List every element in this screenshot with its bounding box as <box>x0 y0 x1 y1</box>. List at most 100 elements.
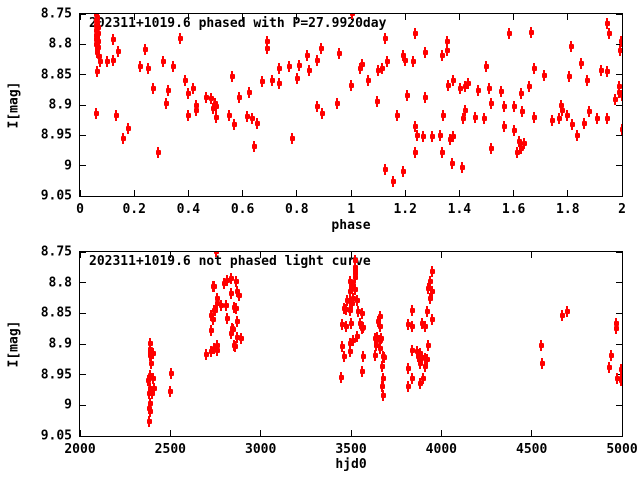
data-point <box>401 52 407 58</box>
data-point <box>414 349 420 355</box>
data-point <box>228 275 234 281</box>
y-tick-mark <box>616 251 622 253</box>
y-tick-mark <box>80 104 86 106</box>
data-point <box>244 113 250 119</box>
data-point <box>228 330 234 336</box>
data-point <box>152 386 158 392</box>
data-point <box>209 96 215 102</box>
x-tick-label: 5000 <box>606 442 638 457</box>
data-point <box>613 96 619 102</box>
error-bar <box>214 252 217 258</box>
data-point <box>147 386 153 392</box>
y-tick-mark <box>80 251 86 253</box>
data-point <box>290 135 296 141</box>
data-point <box>409 324 415 330</box>
x-tick-label: 2 <box>618 202 626 217</box>
data-point <box>409 307 415 313</box>
data-point <box>318 45 324 51</box>
data-point <box>121 135 127 141</box>
x-tick-mark <box>79 252 81 258</box>
axis-ticks-layer <box>79 13 623 197</box>
data-point <box>520 109 526 115</box>
data-point <box>343 324 349 330</box>
data-point <box>246 89 252 95</box>
y-tick-mark <box>80 134 86 136</box>
data-point <box>459 165 465 171</box>
y-tick-mark <box>616 374 622 376</box>
data-point <box>586 109 592 115</box>
y-tick-label: 9.05 <box>40 188 72 204</box>
x-tick-mark <box>133 190 135 196</box>
data-point <box>212 346 218 352</box>
data-point <box>607 364 613 370</box>
data-point <box>351 337 357 343</box>
data-point <box>361 354 367 360</box>
data-point <box>511 127 517 133</box>
y-tick-mark <box>616 13 622 15</box>
y-tick-mark <box>616 312 622 314</box>
data-point <box>347 307 353 313</box>
data-point <box>115 49 121 54</box>
data-point <box>236 94 242 100</box>
x-tick-mark <box>296 190 298 196</box>
data-point <box>384 59 390 65</box>
data-point <box>145 377 151 383</box>
data-point <box>517 139 523 145</box>
data-point <box>228 291 234 297</box>
data-point <box>169 370 175 376</box>
data-point <box>142 47 148 53</box>
data-point <box>352 274 358 280</box>
data-point <box>374 99 380 105</box>
data-point <box>404 93 410 99</box>
y-tick-mark <box>80 282 86 284</box>
data-point <box>466 81 472 87</box>
data-point <box>114 112 120 118</box>
data-point <box>617 89 622 95</box>
data-point <box>378 314 384 320</box>
x-tick-label: 0.2 <box>122 202 146 217</box>
data-point <box>191 86 196 91</box>
x-tick-label: 1 <box>347 202 355 217</box>
x-tick-mark <box>458 190 460 196</box>
data-point <box>382 167 388 173</box>
data-point <box>421 133 427 139</box>
data-point <box>502 104 508 110</box>
x-tick-label: 1.4 <box>447 202 472 217</box>
x-tick-label: 3000 <box>245 442 277 457</box>
data-point <box>376 319 382 325</box>
data-point <box>427 296 433 301</box>
data-point <box>166 87 172 93</box>
data-point <box>359 61 365 67</box>
y-tick-mark <box>80 343 86 345</box>
data-point <box>511 104 517 110</box>
data-point <box>305 52 311 58</box>
data-point <box>352 287 358 293</box>
data-point <box>351 282 357 288</box>
data-point <box>521 141 527 147</box>
data-point <box>417 351 423 357</box>
x-tick-mark <box>513 190 515 196</box>
data-point <box>94 110 100 116</box>
data-point <box>578 61 584 67</box>
data-point <box>354 297 360 303</box>
x-tick-mark <box>621 190 623 196</box>
data-point <box>429 269 435 274</box>
data-point <box>260 79 266 85</box>
data-point <box>225 316 231 322</box>
data-point <box>531 65 537 71</box>
data-point <box>518 146 524 152</box>
data-point <box>265 39 271 45</box>
x-tick-label: 2500 <box>154 442 186 457</box>
x-tick-mark <box>458 14 460 20</box>
data-point <box>213 104 219 110</box>
x-tick-mark <box>350 252 352 258</box>
data-point <box>204 94 210 100</box>
data-point <box>146 65 152 71</box>
x-tick-mark <box>187 190 189 196</box>
x-tick-label: 0.4 <box>176 202 201 217</box>
y-tick-label: 8.75 <box>40 6 72 22</box>
data-point <box>518 90 524 96</box>
data-point <box>125 126 131 132</box>
data-point <box>230 74 236 80</box>
data-point <box>156 150 162 156</box>
